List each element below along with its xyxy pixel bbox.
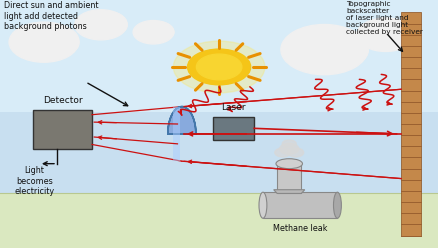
- Circle shape: [187, 49, 251, 85]
- Ellipse shape: [9, 22, 78, 62]
- Ellipse shape: [29, 28, 79, 57]
- Ellipse shape: [259, 192, 267, 218]
- Ellipse shape: [292, 36, 346, 67]
- Ellipse shape: [20, 24, 79, 58]
- Circle shape: [173, 41, 265, 93]
- Bar: [263, 192, 338, 218]
- Ellipse shape: [134, 25, 160, 40]
- Bar: [213, 117, 254, 140]
- Bar: [277, 164, 301, 193]
- Ellipse shape: [18, 31, 62, 56]
- Bar: [33, 110, 92, 149]
- Ellipse shape: [143, 26, 169, 41]
- Circle shape: [275, 148, 291, 157]
- Ellipse shape: [11, 30, 56, 56]
- Ellipse shape: [365, 26, 400, 47]
- Text: Light
becomes
electricity: Light becomes electricity: [15, 166, 54, 196]
- Ellipse shape: [25, 31, 70, 57]
- Ellipse shape: [87, 16, 120, 36]
- Ellipse shape: [139, 26, 163, 40]
- Ellipse shape: [358, 24, 396, 46]
- Circle shape: [196, 54, 242, 80]
- Circle shape: [288, 148, 304, 157]
- Circle shape: [280, 143, 299, 154]
- Ellipse shape: [276, 159, 303, 169]
- Text: Detector: Detector: [43, 96, 82, 105]
- Bar: [0, 193, 438, 248]
- Ellipse shape: [301, 35, 358, 68]
- Ellipse shape: [285, 30, 350, 67]
- Ellipse shape: [77, 13, 116, 35]
- Ellipse shape: [145, 24, 174, 41]
- Ellipse shape: [370, 25, 408, 47]
- Ellipse shape: [365, 19, 415, 48]
- Bar: [0, 0, 438, 203]
- Ellipse shape: [133, 21, 174, 44]
- Ellipse shape: [373, 23, 415, 47]
- Ellipse shape: [83, 11, 127, 37]
- Text: Methane leak: Methane leak: [273, 224, 327, 233]
- Ellipse shape: [75, 10, 127, 40]
- Ellipse shape: [90, 14, 127, 36]
- Polygon shape: [168, 107, 196, 134]
- Bar: [174, 107, 180, 161]
- Text: Laser: Laser: [221, 103, 245, 112]
- Ellipse shape: [357, 18, 415, 52]
- Ellipse shape: [135, 23, 165, 40]
- Ellipse shape: [281, 25, 368, 75]
- Ellipse shape: [283, 34, 340, 66]
- Ellipse shape: [334, 192, 342, 218]
- Ellipse shape: [82, 17, 114, 35]
- Circle shape: [282, 140, 296, 148]
- Ellipse shape: [359, 21, 403, 47]
- Polygon shape: [274, 190, 305, 193]
- Ellipse shape: [294, 27, 368, 69]
- Ellipse shape: [12, 26, 64, 56]
- Text: Topographic
backscatter
of laser light and
background light
collected by receive: Topographic backscatter of laser light a…: [346, 1, 423, 35]
- Bar: [0, 0, 438, 112]
- Ellipse shape: [306, 32, 368, 68]
- Ellipse shape: [76, 15, 110, 35]
- Text: Direct sun and ambient
light add detected
background photons: Direct sun and ambient light add detecte…: [4, 1, 99, 31]
- Ellipse shape: [140, 22, 174, 41]
- Bar: [401, 12, 421, 236]
